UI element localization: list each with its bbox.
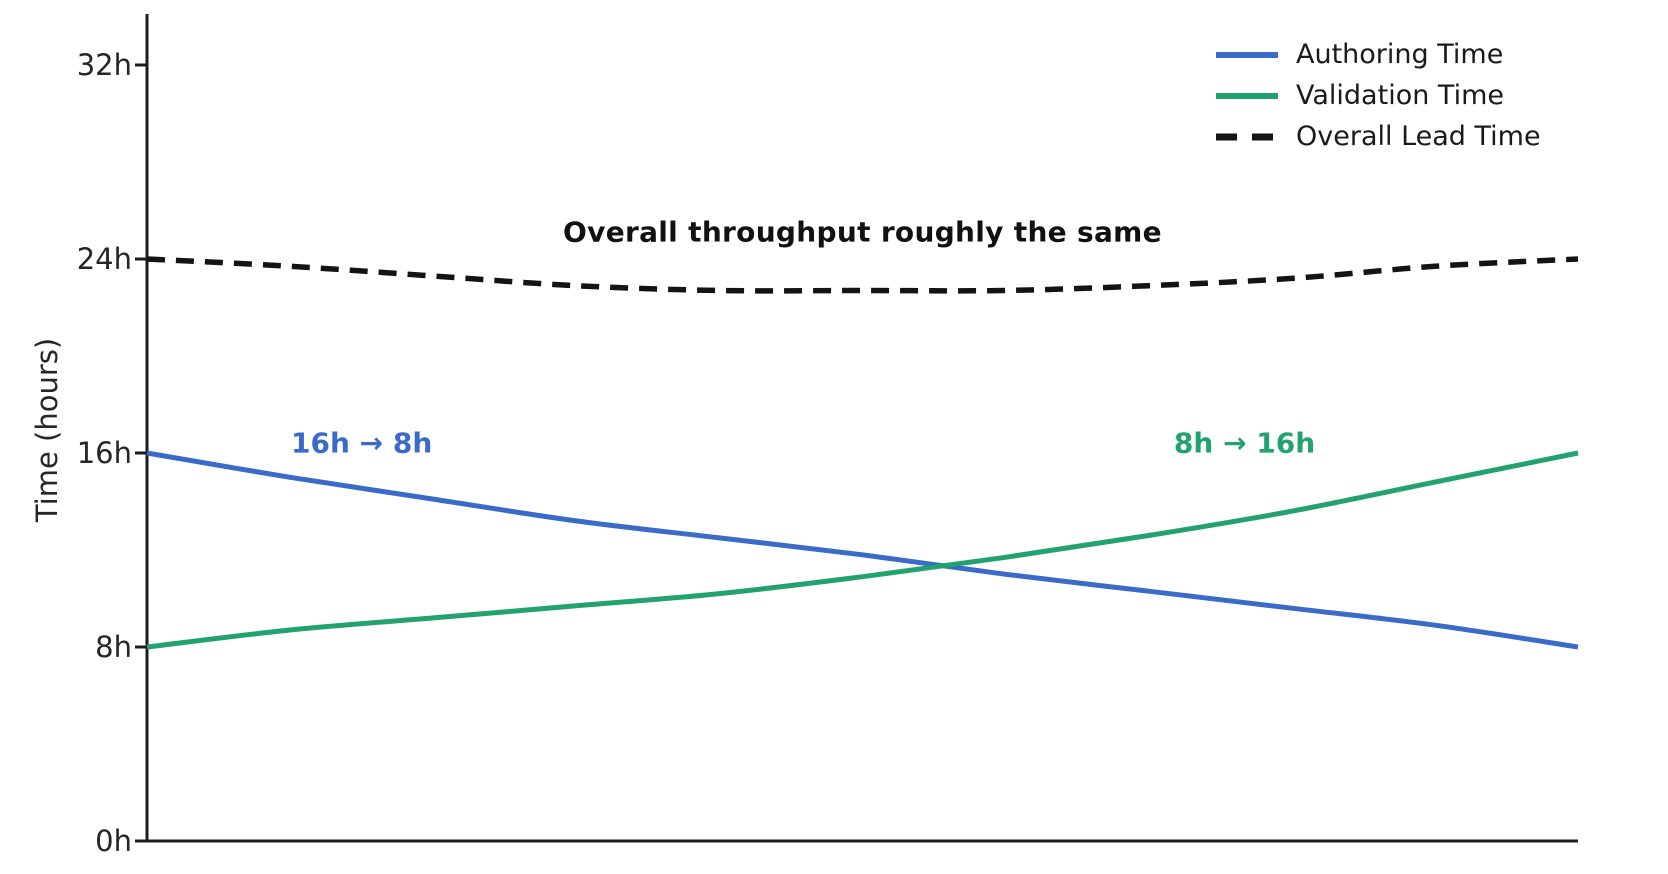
y-tick-label-8h: 8h bbox=[95, 630, 132, 664]
annotation-overall-throughput: Overall throughput roughly the same bbox=[563, 215, 1162, 249]
annotation-authoring-change: 16h → 8h bbox=[291, 426, 433, 460]
series-line-authoring-time bbox=[146, 450, 1579, 650]
dashed-line-swatch-icon bbox=[1216, 133, 1278, 140]
y-tick-label-32h: 32h bbox=[76, 48, 132, 82]
authoring-line-swatch-icon bbox=[1216, 51, 1278, 58]
annotation-validation-change: 8h → 16h bbox=[1173, 426, 1316, 460]
legend-label-overall-lead-time: Overall Lead Time bbox=[1296, 121, 1541, 152]
y-tick-label-16h: 16h bbox=[76, 436, 132, 470]
legend-item-overall-lead-time: Overall Lead Time bbox=[1216, 116, 1541, 157]
series-line-overall-lead-time bbox=[146, 256, 1579, 294]
y-tick-label-24h: 24h bbox=[76, 242, 132, 276]
validation-line-swatch-icon bbox=[1216, 92, 1278, 99]
legend: Authoring Time Validation Time Overall L… bbox=[1216, 34, 1541, 157]
legend-label-validation-time: Validation Time bbox=[1296, 80, 1504, 111]
y-tick-label-0h: 0h bbox=[95, 824, 132, 858]
legend-label-authoring-time: Authoring Time bbox=[1296, 39, 1504, 70]
series-line-validation-time bbox=[146, 450, 1579, 650]
y-axis-label: Time (hours) bbox=[30, 337, 64, 523]
legend-item-authoring-time: Authoring Time bbox=[1216, 34, 1541, 75]
legend-item-validation-time: Validation Time bbox=[1216, 75, 1541, 116]
